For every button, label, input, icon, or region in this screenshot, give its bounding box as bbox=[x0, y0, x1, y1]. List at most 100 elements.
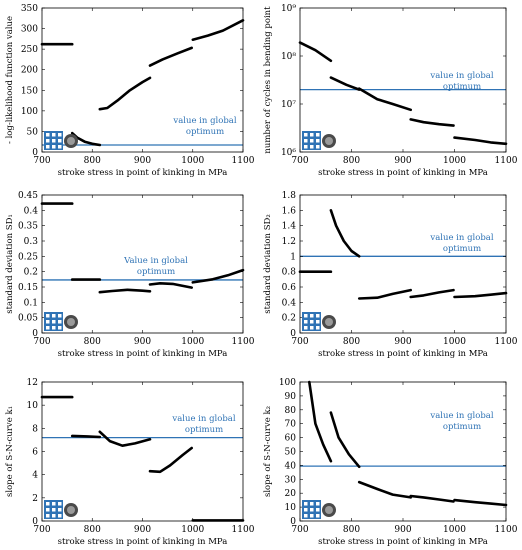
x-tick-label: 1100 bbox=[495, 156, 518, 166]
logo-pixel bbox=[310, 514, 314, 518]
institute-logo bbox=[302, 131, 336, 150]
logo-pixel bbox=[310, 145, 314, 149]
global-optimum-label-line2: optimum bbox=[443, 244, 481, 254]
plot-frame bbox=[299, 194, 507, 334]
x-tick-label: 1100 bbox=[495, 337, 518, 347]
logo-pixel bbox=[46, 145, 50, 149]
x-axis-label: stroke stress in point of kinking in MPa bbox=[318, 349, 488, 359]
y-tick-label: 0 bbox=[32, 329, 38, 339]
plot-frame bbox=[299, 381, 507, 522]
y-axis-label: standard deviation SD₁ bbox=[5, 214, 15, 314]
logo-pixel bbox=[310, 139, 314, 143]
logo-pixel bbox=[316, 320, 320, 324]
x-tick-label: 800 bbox=[84, 337, 101, 347]
x-axis-label: stroke stress in point of kinking in MPa bbox=[318, 168, 488, 178]
panel-standard-deviation-sd1: 700 800 900 1000 1100 0 0.05 0.1 0.15 0.2 0.25 0.3 0… bbox=[5, 191, 255, 359]
logo-seal-inner bbox=[325, 506, 333, 514]
logo-seal-inner bbox=[67, 318, 75, 326]
x-tick-label: 800 bbox=[84, 156, 101, 166]
logo-pixel bbox=[52, 133, 56, 137]
logo-pixel bbox=[316, 314, 320, 318]
series-segment-5 bbox=[191, 268, 245, 284]
y-tick-label: 200 bbox=[21, 66, 38, 76]
series-segment-2 bbox=[329, 76, 361, 91]
x-tick-label: 1000 bbox=[443, 337, 466, 347]
logo-pixel bbox=[46, 139, 50, 143]
y-axis-label: standard deviation SD₂ bbox=[263, 214, 273, 314]
series-segment-1 bbox=[298, 41, 333, 63]
y-tick-label: 90 bbox=[285, 392, 297, 402]
series-segment-5 bbox=[453, 136, 508, 146]
series-segment-2 bbox=[329, 209, 361, 258]
y-tick-label: 0 bbox=[290, 329, 296, 339]
y-tick-label: 40 bbox=[285, 461, 297, 471]
y-tick-label: 80 bbox=[285, 406, 297, 416]
global-optimum-label-line2: optimum bbox=[443, 422, 481, 432]
series-segment-1 bbox=[308, 380, 333, 463]
logo-pixel bbox=[52, 314, 56, 318]
series-segment-4 bbox=[148, 282, 193, 289]
global-optimum-label: value in global bbox=[171, 414, 235, 424]
logo-pixel bbox=[310, 326, 314, 330]
global-optimum-label: Value in global bbox=[123, 256, 188, 266]
logo-pixel bbox=[304, 508, 308, 512]
series-segment-4 bbox=[409, 118, 455, 127]
x-tick-label: 1100 bbox=[232, 156, 255, 166]
x-tick-label: 1000 bbox=[181, 337, 204, 347]
logo-pixel bbox=[304, 326, 308, 330]
y-axis-label: slope of S-N-curve k₂ bbox=[263, 406, 273, 497]
y-tick-label: 0.25 bbox=[18, 252, 38, 262]
series-segment-4 bbox=[148, 46, 193, 67]
y-tick-label: 12 bbox=[27, 378, 38, 388]
logo-pixel bbox=[304, 145, 308, 149]
x-tick-label: 700 bbox=[33, 337, 50, 347]
y-tick-label: 0.8 bbox=[282, 268, 297, 278]
y-tick-label: 10⁷ bbox=[281, 100, 296, 110]
global-optimum-label: value in global bbox=[429, 411, 493, 421]
x-tick-label: 800 bbox=[84, 525, 101, 535]
panel-neg-log-likelihood: 700 800 900 1000 1100 0 50 100 150 200 250 300 350 st… bbox=[5, 4, 255, 178]
x-tick-label: 900 bbox=[394, 525, 411, 535]
y-tick-label: 0.2 bbox=[282, 314, 296, 324]
logo-pixel bbox=[46, 314, 50, 318]
y-tick-label: 0.45 bbox=[18, 191, 38, 201]
x-tick-label: 700 bbox=[33, 525, 50, 535]
x-tick-label: 700 bbox=[291, 156, 308, 166]
logo-pixel bbox=[58, 314, 62, 318]
y-tick-label: 50 bbox=[27, 127, 39, 137]
x-tick-label: 1000 bbox=[443, 525, 466, 535]
y-tick-label: 0 bbox=[32, 517, 38, 527]
series-segment-3 bbox=[98, 288, 152, 294]
panel-slope-k2: 700 800 900 1000 1100 0 10 20 30 40 50 60 70 80 90 100 s… bbox=[263, 378, 518, 547]
global-optimum-label: value in global bbox=[429, 233, 493, 243]
x-tick-label: 900 bbox=[134, 337, 151, 347]
global-optimum-label-line2: optimum bbox=[137, 267, 175, 277]
logo-pixel bbox=[46, 320, 50, 324]
logo-seal-inner bbox=[325, 137, 333, 145]
y-tick-label: 10 bbox=[285, 503, 297, 513]
logo-pixel bbox=[310, 133, 314, 137]
y-tick-label: 1 bbox=[290, 252, 296, 262]
series-segment-3 bbox=[357, 87, 412, 112]
x-tick-label: 1000 bbox=[443, 156, 466, 166]
x-tick-label: 1100 bbox=[495, 525, 518, 535]
logo-pixel bbox=[304, 320, 308, 324]
series-segment-3 bbox=[357, 480, 412, 499]
logo-pixel bbox=[304, 133, 308, 137]
y-axis-label: - log-likelihood function value bbox=[5, 16, 15, 144]
logo-seal-inner bbox=[67, 506, 75, 514]
global-optimum-label-line2: optimum bbox=[443, 82, 481, 92]
x-tick-label: 900 bbox=[394, 337, 411, 347]
logo-pixel bbox=[316, 326, 320, 330]
logo-pixel bbox=[316, 139, 320, 143]
series-segment-3 bbox=[98, 76, 152, 111]
y-tick-label: 10⁸ bbox=[281, 52, 296, 62]
global-optimum-label-line2: optimum bbox=[185, 425, 223, 435]
logo-pixel bbox=[52, 139, 56, 143]
logo-pixel bbox=[58, 508, 62, 512]
y-axis-label: slope of S-N-curve k₁ bbox=[5, 406, 15, 497]
y-tick-label: 60 bbox=[285, 434, 297, 444]
series-segment-4 bbox=[409, 288, 455, 299]
logo-pixel bbox=[52, 502, 56, 506]
